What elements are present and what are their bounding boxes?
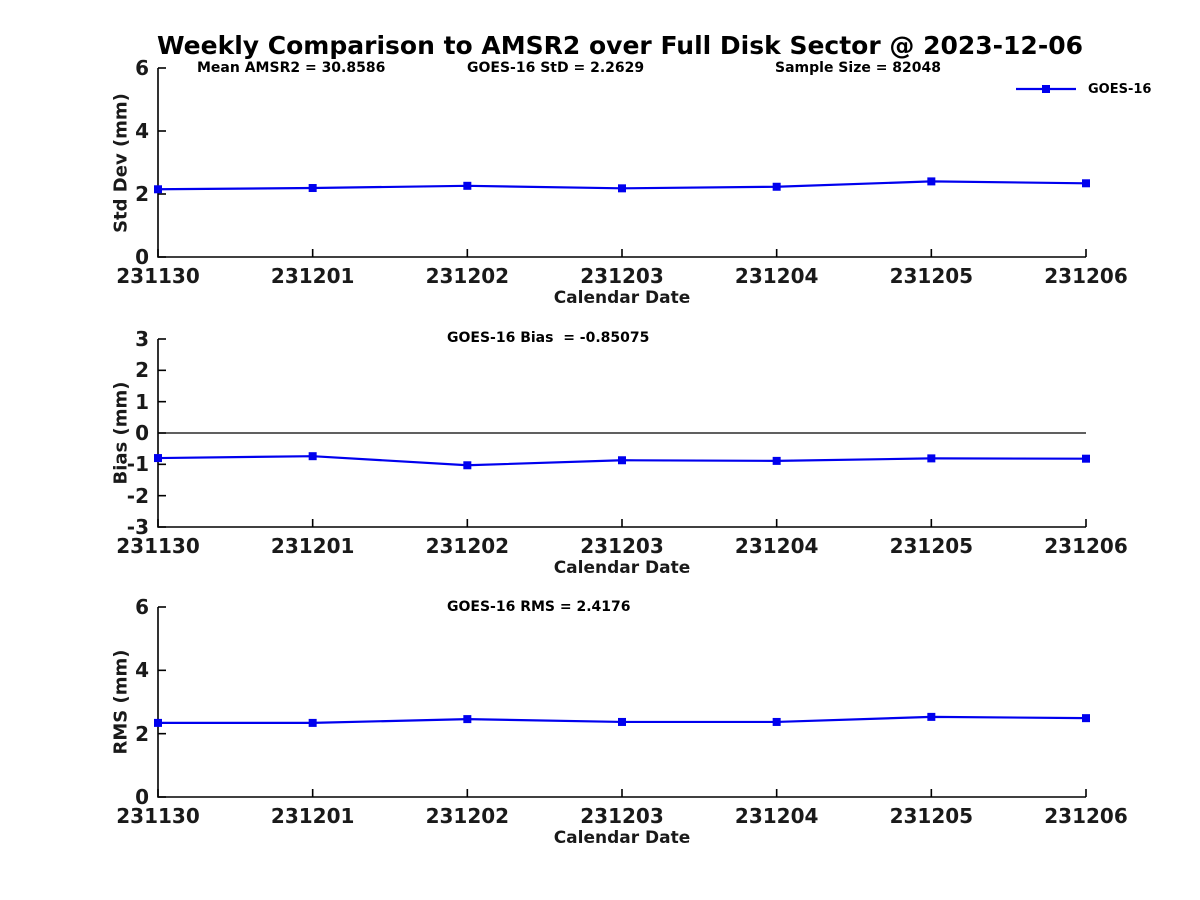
- x-tick-label: 231202: [425, 804, 510, 828]
- data-point-marker: [772, 182, 781, 191]
- data-point-marker: [308, 184, 317, 193]
- data-point-marker: [618, 184, 626, 193]
- data-point-marker: [463, 461, 472, 470]
- x-tick-label: 231204: [734, 804, 819, 828]
- x-tick-label: 231206: [1044, 534, 1128, 558]
- x-axis-label: Calendar Date: [553, 288, 691, 308]
- data-point-marker: [618, 717, 626, 726]
- y-tick-label: 2: [135, 721, 149, 746]
- y-tick-label: -2: [126, 483, 149, 508]
- data-point-marker: [154, 185, 162, 194]
- y-tick-label: 4: [135, 658, 149, 683]
- data-point-marker: [927, 177, 936, 186]
- x-tick-label: 231201: [270, 804, 355, 828]
- x-tick-label: 231201: [270, 264, 355, 288]
- data-point-marker: [772, 717, 781, 726]
- stat-annotation: GOES-16 StD = 2.2629: [467, 60, 645, 76]
- axis-spine: [157, 68, 1086, 258]
- data-point-marker: [154, 454, 162, 463]
- y-tick-label: -1: [126, 452, 149, 477]
- data-point-marker: [618, 456, 626, 465]
- y-tick-label: 6: [135, 595, 149, 619]
- y-tick-label: 0: [135, 785, 149, 809]
- data-point-marker: [1082, 714, 1090, 723]
- x-tick-label: 231202: [425, 264, 510, 288]
- data-point-marker: [463, 715, 472, 724]
- x-tick-label: 231130: [116, 264, 200, 288]
- y-tick-label: 4: [135, 119, 149, 143]
- x-tick-label: 231205: [889, 264, 974, 288]
- y-tick-label: 3: [135, 327, 149, 351]
- x-tick-label: 231202: [425, 534, 510, 558]
- data-point-marker: [463, 181, 472, 190]
- x-tick-label: 231206: [1044, 264, 1128, 288]
- x-tick-label: 231206: [1044, 804, 1128, 828]
- stat-annotation: Sample Size = 82048: [775, 60, 942, 76]
- x-tick-label: 231203: [580, 534, 664, 558]
- stat-annotation: GOES-16 RMS = 2.4176: [447, 599, 631, 615]
- x-tick-label: 231201: [270, 534, 355, 558]
- y-tick-label: 0: [135, 421, 149, 445]
- legend-label: GOES-16: [1088, 81, 1152, 97]
- x-axis-label: Calendar Date: [553, 558, 691, 578]
- data-point-marker: [1082, 454, 1090, 463]
- x-tick-label: 231205: [889, 534, 974, 558]
- y-tick-label: -3: [126, 515, 149, 539]
- data-point-marker: [308, 718, 317, 727]
- x-axis-label: Calendar Date: [553, 828, 691, 848]
- x-tick-label: 231203: [580, 804, 664, 828]
- data-point-marker: [154, 718, 162, 727]
- y-tick-label: 2: [135, 182, 149, 206]
- y-tick-label: 6: [135, 56, 149, 80]
- x-tick-label: 231130: [116, 534, 200, 558]
- data-point-marker: [927, 454, 936, 463]
- y-tick-label: 0: [135, 245, 149, 269]
- data-point-marker: [1082, 179, 1090, 188]
- y-axis-label: Std Dev (mm): [110, 92, 132, 233]
- y-axis-label: Bias (mm): [110, 381, 132, 485]
- figure-title: Weekly Comparison to AMSR2 over Full Dis…: [156, 31, 1083, 60]
- stat-annotation: Mean AMSR2 = 30.8586: [197, 60, 386, 76]
- y-axis-label: RMS (mm): [110, 649, 132, 755]
- x-tick-label: 231130: [116, 804, 200, 828]
- axis-spine: [157, 607, 1086, 798]
- x-tick-label: 231204: [734, 264, 819, 288]
- x-tick-label: 231205: [889, 804, 974, 828]
- y-tick-label: 2: [135, 358, 149, 383]
- data-point-marker: [308, 452, 317, 461]
- legend-line-marker-icon: [1016, 85, 1076, 93]
- y-tick-label: 1: [135, 389, 149, 414]
- data-point-marker: [772, 456, 781, 465]
- x-tick-label: 231204: [734, 534, 819, 558]
- data-point-marker: [927, 712, 936, 721]
- legend: GOES-16: [1015, 81, 1151, 97]
- x-tick-label: 231203: [580, 264, 664, 288]
- stat-annotation: GOES-16 Bias = -0.85075: [447, 330, 650, 346]
